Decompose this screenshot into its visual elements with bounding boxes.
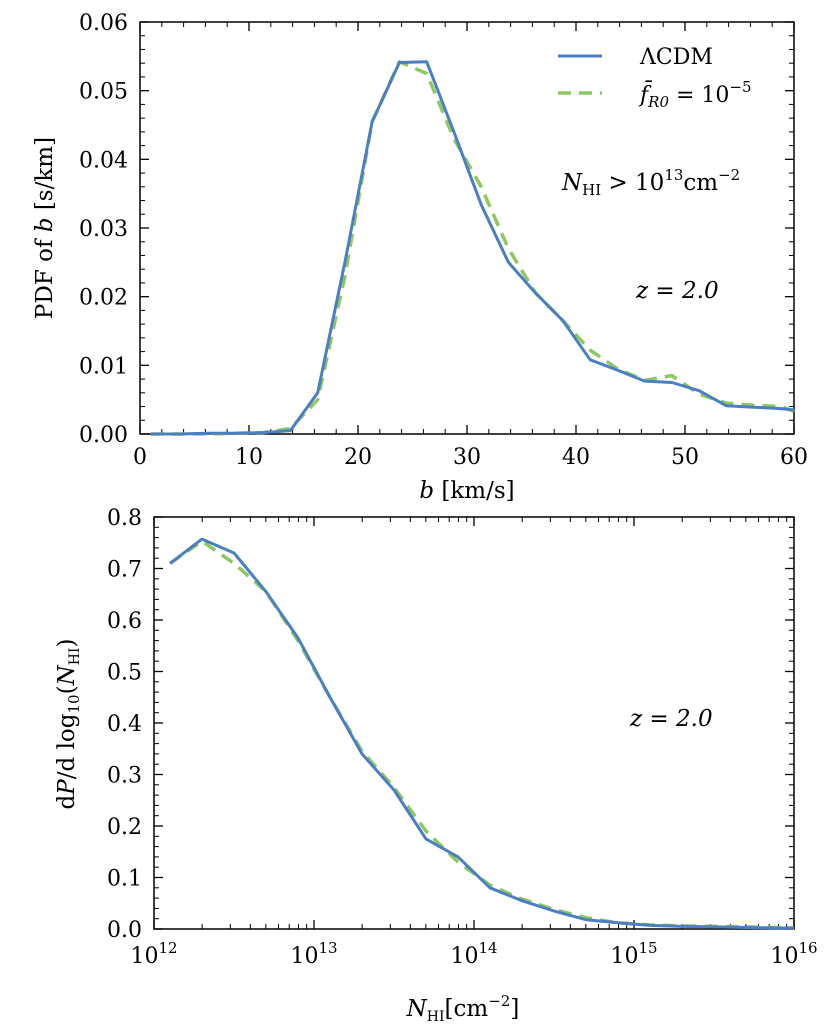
top-panel: 0 10 20 30 40 50 60 0.00 0.01 0.02 0.03 0.04 0.05 0.0… bbox=[32, 11, 808, 504]
bottom-xlabel-unit: [cm bbox=[445, 996, 489, 1022]
top-series-line-fr bbox=[150, 60, 795, 436]
top-y-tick-label: 0.04 bbox=[79, 148, 128, 173]
bottom-x-axis-label: NHI[cm−2] bbox=[406, 992, 520, 1025]
bottom-x-tick-base: 10 bbox=[450, 944, 478, 969]
top-ylabel-var: b bbox=[32, 217, 58, 232]
top-ylabel-prefix: PDF of bbox=[32, 238, 58, 319]
bottom-xlabel-sub: HI bbox=[427, 1009, 445, 1025]
bottom-ylabel-close: ) bbox=[54, 639, 80, 648]
top-y-tick-label: 0.01 bbox=[79, 354, 128, 379]
bottom-ylabel-nsub: HI bbox=[67, 648, 83, 666]
bottom-y-tick-label: 0.5 bbox=[107, 661, 142, 686]
bottom-ylabel-open: ( bbox=[54, 685, 80, 694]
top-series bbox=[150, 60, 795, 436]
bottom-y-tick-label: 0.4 bbox=[107, 712, 142, 737]
top-redshift-annotation: z = 2.0 bbox=[635, 278, 719, 304]
top-nhi-exp: 13 bbox=[664, 166, 683, 184]
legend-lcdm-label: ΛCDM bbox=[639, 45, 713, 70]
bottom-x-tick-exp: 14 bbox=[478, 939, 497, 957]
top-y-tick-label: 0.05 bbox=[79, 80, 128, 105]
bottom-y-tick-label: 0.8 bbox=[107, 506, 142, 531]
top-nhi-sym: N bbox=[561, 170, 583, 196]
legend-fr-label: f̄R0 = 10−5 bbox=[638, 78, 752, 111]
top-y-axis-label: PDF of b [s/km] bbox=[32, 137, 58, 319]
top-series-line-lcdm bbox=[150, 60, 795, 436]
bottom-x-tick-label: 1016 bbox=[770, 939, 817, 969]
bottom-series-line-fr bbox=[169, 539, 795, 930]
legend: ΛCDM f̄R0 = 10−5 bbox=[558, 45, 752, 111]
top-x-axis-label: b [km/s] bbox=[419, 478, 514, 504]
bottom-y-axis-label: dP/d log10(NHI) bbox=[54, 639, 83, 810]
top-nhi-rel: > 10 bbox=[601, 170, 664, 196]
bottom-x-tick-exp: 13 bbox=[318, 939, 337, 957]
bottom-y-tick-label: 0.3 bbox=[107, 764, 142, 789]
top-y-tick-label: 0.00 bbox=[79, 423, 128, 448]
top-nhi-unit-exp: −2 bbox=[718, 166, 740, 184]
bottom-x-tick-label: 1013 bbox=[290, 939, 337, 969]
bottom-xlabel-unit-exp: −2 bbox=[488, 992, 510, 1010]
bottom-ylabel-n: N bbox=[54, 664, 80, 686]
top-nhi-sub: HI bbox=[582, 181, 601, 199]
top-nhi-unit: cm bbox=[683, 170, 718, 196]
bottom-ticks: 1012 1013 1014 1015 10160.00.10.20.30.40.50.… bbox=[107, 506, 818, 969]
bottom-panel: 1012 1013 1014 1015 10160.00.10.20.30.40.50.… bbox=[54, 506, 818, 1025]
top-x-tick-label: 10 bbox=[235, 445, 263, 470]
top-x-tick-label: 20 bbox=[344, 445, 372, 470]
top-y-tick-label: 0.03 bbox=[79, 217, 128, 242]
legend-fr-rel: = 10 bbox=[669, 83, 729, 108]
bottom-xlabel-close: ] bbox=[510, 996, 519, 1022]
bottom-x-tick-label: 1014 bbox=[450, 939, 497, 969]
bottom-y-tick-label: 0.0 bbox=[107, 918, 142, 943]
top-x-tick-label: 30 bbox=[453, 445, 481, 470]
bottom-y-tick-label: 0.1 bbox=[107, 867, 142, 892]
top-ylabel-unit: [s/km] bbox=[32, 137, 58, 210]
top-y-tick-label: 0.02 bbox=[79, 286, 128, 311]
legend-fr-sub: R0 bbox=[647, 93, 669, 111]
top-xlabel-unit: [km/s] bbox=[441, 478, 514, 504]
top-y-tick-label: 0.06 bbox=[79, 11, 128, 36]
bottom-xlabel-var: N bbox=[406, 996, 428, 1022]
bottom-x-tick-base: 10 bbox=[130, 944, 158, 969]
bottom-x-tick-base: 10 bbox=[290, 944, 318, 969]
bottom-ylabel-mid: /d log bbox=[54, 713, 80, 779]
bottom-x-tick-label: 1015 bbox=[610, 939, 657, 969]
bottom-x-tick-base: 10 bbox=[610, 944, 638, 969]
top-ticks: 0 10 20 30 40 50 60 0.00 0.01 0.02 0.03 0.04 0.05 0.0… bbox=[79, 11, 808, 470]
bottom-series bbox=[169, 537, 795, 930]
bottom-y-tick-label: 0.6 bbox=[107, 609, 142, 634]
bottom-y-tick-label: 0.2 bbox=[107, 815, 142, 840]
top-x-tick-label: 50 bbox=[671, 445, 699, 470]
bottom-x-tick-exp: 15 bbox=[638, 939, 657, 957]
bottom-ylabel-var: P bbox=[54, 779, 80, 796]
bottom-series-line-lcdm bbox=[169, 537, 794, 930]
bottom-x-tick-exp: 16 bbox=[798, 939, 817, 957]
top-x-tick-label: 40 bbox=[562, 445, 590, 470]
bottom-x-tick-exp: 12 bbox=[158, 939, 177, 957]
top-xlabel-var: b bbox=[419, 478, 434, 504]
bottom-redshift-annotation: z = 2.0 bbox=[629, 706, 713, 732]
bottom-x-tick-label: 1012 bbox=[130, 939, 177, 969]
legend-fr-exp: −5 bbox=[729, 78, 751, 96]
top-x-tick-label: 0 bbox=[133, 445, 147, 470]
bottom-y-tick-label: 0.7 bbox=[107, 558, 142, 583]
bottom-x-tick-base: 10 bbox=[770, 944, 798, 969]
bottom-ylabel-sub: 10 bbox=[65, 694, 83, 713]
top-x-tick-label: 60 bbox=[780, 445, 808, 470]
bottom-ylabel-pre: d bbox=[54, 794, 80, 809]
top-nhi-threshold-annotation: NHI > 1013cm−2 bbox=[561, 166, 740, 199]
